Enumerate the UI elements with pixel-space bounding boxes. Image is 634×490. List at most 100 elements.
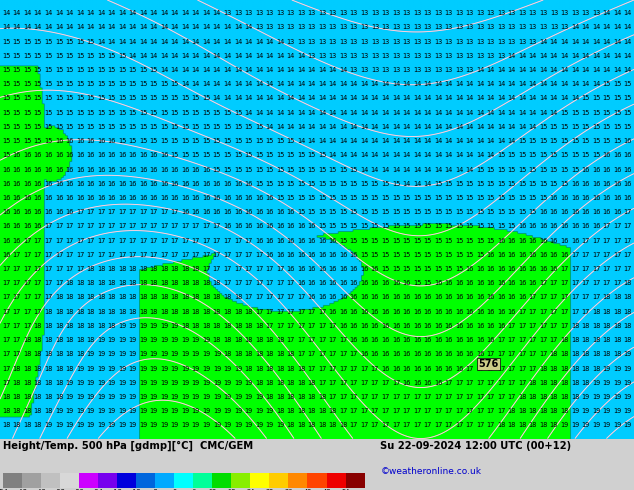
Text: 14: 14 (223, 67, 231, 73)
Text: 17: 17 (160, 252, 169, 258)
Text: 17: 17 (592, 266, 600, 272)
Text: 18: 18 (55, 366, 63, 371)
Text: 17: 17 (23, 280, 32, 286)
Text: 14: 14 (455, 81, 463, 87)
Text: 15: 15 (623, 110, 632, 116)
Text: 19: 19 (191, 408, 200, 414)
Text: 18: 18 (244, 309, 253, 315)
Text: 15: 15 (508, 195, 516, 201)
Text: 15: 15 (181, 138, 190, 144)
Text: 14: 14 (497, 81, 505, 87)
Text: 13: 13 (581, 10, 590, 16)
Text: 17: 17 (160, 223, 169, 229)
Text: 19: 19 (181, 380, 190, 386)
Text: 15: 15 (518, 209, 527, 215)
Text: 17: 17 (486, 351, 495, 357)
Text: 18: 18 (97, 323, 105, 329)
Text: 14: 14 (581, 39, 590, 45)
Text: 17: 17 (76, 223, 84, 229)
Text: 15: 15 (171, 124, 179, 130)
Text: 15: 15 (613, 96, 621, 101)
Text: 16: 16 (434, 323, 443, 329)
Text: 18: 18 (107, 280, 116, 286)
Text: 14: 14 (602, 39, 611, 45)
Text: 13: 13 (424, 53, 432, 59)
Text: 15: 15 (118, 67, 126, 73)
Text: 14: 14 (213, 10, 221, 16)
Text: 15: 15 (318, 167, 327, 172)
Text: 14: 14 (350, 110, 358, 116)
Text: 13: 13 (487, 10, 495, 16)
Text: 16: 16 (413, 309, 421, 315)
Text: 14: 14 (107, 24, 116, 30)
Text: 17: 17 (191, 223, 200, 229)
Text: 14: 14 (403, 152, 411, 158)
Text: 14: 14 (350, 96, 358, 101)
Text: 14: 14 (413, 110, 421, 116)
Text: 18: 18 (328, 408, 337, 414)
Text: 14: 14 (202, 24, 210, 30)
Text: 14: 14 (339, 138, 347, 144)
Text: 16: 16 (276, 238, 284, 244)
Text: 15: 15 (529, 209, 537, 215)
Text: 16: 16 (476, 351, 484, 357)
Text: 17: 17 (13, 266, 21, 272)
Text: 17: 17 (86, 209, 94, 215)
Text: 17: 17 (339, 366, 347, 371)
Text: 13: 13 (455, 67, 463, 73)
Text: 15: 15 (86, 81, 94, 87)
Text: 16: 16 (339, 309, 347, 315)
Text: 13: 13 (455, 10, 463, 16)
Text: 18: 18 (592, 309, 600, 315)
Text: 17: 17 (486, 380, 495, 386)
Text: 16: 16 (424, 309, 432, 315)
Text: 16: 16 (350, 266, 358, 272)
Text: 14: 14 (371, 124, 379, 130)
Text: 15: 15 (424, 223, 432, 229)
Text: 15: 15 (55, 96, 63, 101)
Text: 18: 18 (540, 422, 548, 428)
Text: 14: 14 (318, 96, 327, 101)
Text: 16: 16 (23, 152, 32, 158)
Text: 16: 16 (540, 266, 548, 272)
Text: 13: 13 (287, 24, 295, 30)
Text: 17: 17 (508, 323, 516, 329)
Text: 17: 17 (65, 252, 74, 258)
Text: 19: 19 (255, 394, 263, 400)
Text: 14: 14 (350, 81, 358, 87)
Text: 17: 17 (287, 280, 295, 286)
Text: 18: 18 (55, 337, 63, 343)
Text: 19: 19 (150, 394, 158, 400)
Text: 15: 15 (497, 152, 505, 158)
Text: 15: 15 (65, 67, 74, 73)
Text: 17: 17 (518, 351, 527, 357)
Text: 15: 15 (350, 167, 358, 172)
Text: 13: 13 (381, 10, 389, 16)
Text: 19: 19 (191, 422, 200, 428)
Text: 16: 16 (581, 223, 590, 229)
Text: 17: 17 (129, 209, 137, 215)
Text: 14: 14 (508, 67, 516, 73)
Text: 14: 14 (118, 24, 126, 30)
Text: 17: 17 (44, 266, 53, 272)
Text: 15: 15 (476, 223, 484, 229)
Text: 17: 17 (223, 266, 231, 272)
Text: 14: 14 (328, 152, 337, 158)
Text: 15: 15 (213, 167, 221, 172)
Text: 15: 15 (76, 53, 84, 59)
Text: 19: 19 (129, 394, 137, 400)
Text: 15: 15 (65, 81, 74, 87)
Text: 16: 16 (424, 366, 432, 371)
Text: 14: 14 (455, 124, 463, 130)
Text: 18: 18 (55, 323, 63, 329)
Text: 16: 16 (181, 181, 190, 187)
Text: 18: 18 (34, 323, 42, 329)
Text: 16: 16 (371, 280, 379, 286)
Text: 16: 16 (255, 223, 263, 229)
Text: 16: 16 (508, 280, 516, 286)
Text: 18: 18 (276, 408, 284, 414)
Text: 16: 16 (65, 181, 74, 187)
Text: 13: 13 (381, 24, 389, 30)
Text: 15: 15 (476, 167, 484, 172)
Text: 16: 16 (44, 209, 53, 215)
